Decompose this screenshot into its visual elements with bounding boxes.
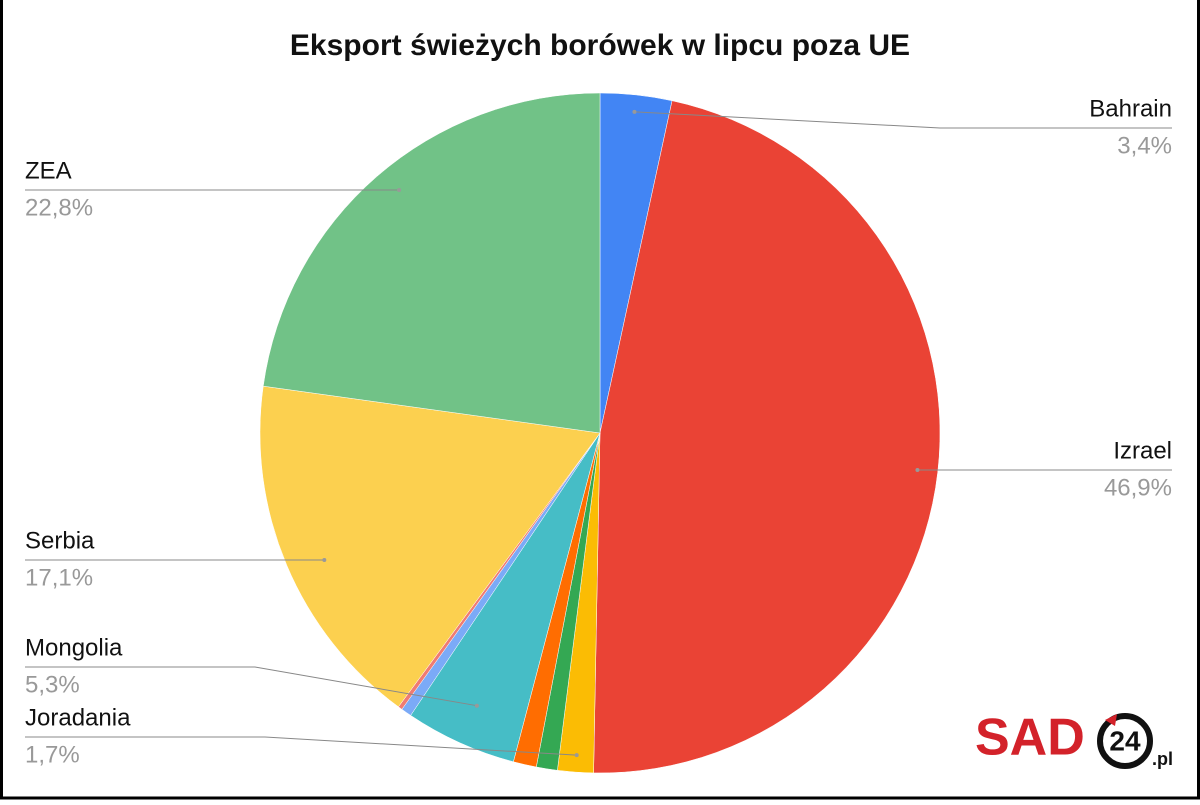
pie-slice (259, 385, 601, 708)
slice-value-label: 5,3% (25, 671, 80, 698)
leader-dot (474, 703, 479, 708)
logo-number: 24 (1109, 725, 1141, 756)
labels: Bahrain 3,4% Izrael 46,9% Joradania 1,7% Mongo… (25, 95, 1172, 768)
logo-arrow (1105, 714, 1117, 726)
leader-dot (574, 753, 579, 758)
slice-label: ZEA (25, 157, 72, 184)
leader-dot (915, 468, 920, 472)
pie-slice (262, 92, 601, 434)
leader-dot (397, 188, 402, 192)
slice-value-label: 1,7% (25, 741, 80, 768)
chart-title: Eksport świeżych borówek w lipcu poza UE (290, 29, 910, 62)
pie (259, 92, 941, 774)
logo-suffix: .pl (1152, 749, 1173, 769)
slice-label: Bahrain (1089, 95, 1172, 122)
leader-line (25, 666, 477, 707)
logo: SAD 24 .pl (975, 709, 1173, 769)
pie-slice (593, 100, 941, 774)
slice-value-label: 3,4% (1117, 132, 1172, 159)
slice-label: Serbia (25, 527, 95, 554)
leader-line (25, 736, 577, 756)
leader-line (634, 111, 1172, 129)
slice-value-label: 17,1% (25, 564, 93, 591)
slice-value-label: 22,8% (25, 194, 93, 221)
slice-label: Mongolia (25, 634, 123, 661)
logo-text: SAD (975, 709, 1085, 767)
slice-label: Izrael (1113, 437, 1172, 464)
slice-value-label: 46,9% (1104, 474, 1172, 501)
logo-circle (1097, 713, 1153, 769)
slice-label: Joradania (25, 704, 131, 731)
leader-dot (632, 109, 637, 114)
leader-dot (322, 558, 327, 562)
